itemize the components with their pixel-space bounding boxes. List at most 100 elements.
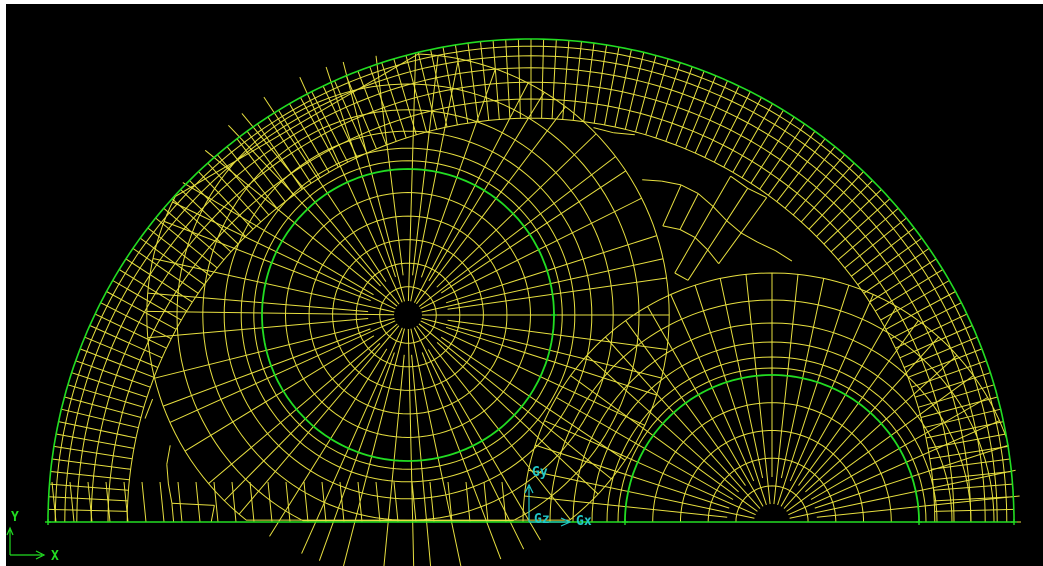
x-arrow-icon (35, 550, 46, 560)
mesh-hole1-inner-ring (308, 215, 508, 415)
mesh-outer-radial (541, 39, 545, 119)
mesh-hole1-spoke (224, 343, 381, 502)
mesh-outer-radial (911, 360, 987, 388)
mesh-outer-radial (405, 55, 427, 133)
mesh-free-edge (718, 232, 742, 264)
mesh-canvas[interactable]: Gy Gz Gx Y X (6, 4, 1043, 566)
mesh-outer-radial (48, 508, 128, 512)
mesh-outer-radial (236, 138, 286, 202)
mesh-elements (48, 39, 1021, 566)
mesh-hole2-spoke (605, 336, 761, 509)
mesh-outer-ring (90, 81, 972, 523)
mesh-outer-radial (732, 103, 773, 173)
mesh-free-edge (740, 197, 768, 234)
mesh-outer-radial (147, 227, 211, 277)
mesh-outer-radial (931, 458, 1010, 470)
mesh-outer-radial (741, 109, 784, 178)
hole1-edge (261, 168, 555, 462)
mesh-base-column (87, 481, 93, 523)
mesh-base-column (411, 481, 417, 523)
mesh-hole2-spoke (570, 375, 758, 512)
mesh-outer-radial (918, 384, 995, 408)
mesh-outer-radial (614, 49, 632, 128)
mesh-hole1-spoke (413, 82, 529, 303)
mesh-hole1-spoke (421, 352, 502, 560)
mesh-hole2-spoke (694, 285, 767, 506)
mesh-hole1-inner-ring (284, 191, 531, 439)
mesh-outer-radial (393, 58, 417, 135)
mesh-outer-radial (417, 52, 438, 130)
mesh-hole2-spoke (528, 469, 755, 519)
mesh-outer-radial (830, 198, 891, 253)
mesh-hole1-spoke (445, 326, 657, 396)
mesh-outer-radial (53, 445, 133, 460)
mesh-hole1-spoke (411, 354, 432, 566)
mesh-base-column (285, 481, 291, 523)
mesh-outer-radial (844, 217, 907, 269)
mesh-outer-radial (920, 396, 998, 418)
mesh-hole1-outer-ring (176, 83, 640, 522)
mesh-outer-radial (759, 123, 806, 190)
mesh-outer-radial (106, 291, 177, 330)
mesh-free-edge (712, 206, 728, 222)
mesh-base-column (429, 481, 435, 523)
mesh-outer-radial (704, 85, 740, 158)
mesh-hole1-spoke (418, 156, 616, 307)
mesh-outer-radial (665, 66, 693, 142)
mesh-outer-radial (851, 227, 915, 277)
mesh-hole1-spoke (427, 349, 541, 541)
mesh-hole2-spoke (783, 336, 939, 509)
mesh-hole2-spoke (786, 375, 974, 512)
mesh-base-column (51, 481, 57, 523)
mesh-outer-radial (311, 91, 349, 163)
mesh-outer-radial (593, 44, 608, 124)
mesh-outer-radial (767, 130, 816, 196)
mesh-outer-radial (929, 445, 1009, 460)
mesh-outer-radial (369, 66, 397, 142)
mesh-base-column (213, 481, 219, 523)
mesh-base-column (447, 481, 453, 523)
mesh-outer-radial (869, 258, 937, 303)
mesh-free-edge (726, 220, 742, 234)
mesh-outer-radial (875, 269, 944, 312)
mesh-hole1-spoke (146, 310, 395, 316)
gy-arrow-icon (524, 483, 534, 494)
mesh-outer-radial (923, 408, 1001, 429)
mesh-base-column (177, 481, 183, 523)
mesh-outer-radial (442, 47, 458, 126)
mesh-outer-radial (784, 146, 836, 209)
mesh-hole1-spoke (436, 342, 599, 495)
mesh-hole1-spoke (342, 61, 405, 302)
mesh-outer-radial (79, 348, 155, 378)
mesh-hole1-spoke (208, 323, 398, 484)
mesh-hole1-spoke (375, 55, 404, 276)
mesh-free-edge (775, 250, 793, 262)
mesh-outer-radial (71, 372, 148, 398)
mesh-base-column (141, 481, 147, 523)
mesh-hole1-spoke (301, 327, 403, 554)
mesh-outer-radial (155, 217, 218, 269)
mesh-hole2-spoke (777, 285, 850, 506)
mesh-outer-radial (381, 62, 407, 139)
mesh-free-edge (171, 503, 175, 523)
mesh-outer-radial (58, 421, 137, 439)
mesh-outer-radial (863, 247, 930, 294)
mesh-base-column (303, 481, 309, 523)
mesh-outer-radial (583, 43, 595, 122)
mesh-free-edge (593, 127, 614, 134)
mesh-hole1-spoke (147, 318, 369, 339)
mesh-outer-radial (132, 247, 199, 294)
mesh-base-column (321, 481, 327, 523)
mesh-base-column (339, 481, 345, 523)
mesh-outer-radial (52, 458, 131, 470)
mesh-base-column (465, 481, 471, 523)
mesh-hole1-spoke (410, 58, 459, 302)
mesh-outer-radial (800, 162, 855, 223)
mesh-outer-radial (934, 496, 1014, 502)
mesh-hole1-spoke (228, 124, 381, 287)
mesh-hole1-spoke (420, 197, 642, 310)
mesh-hole1-spoke (172, 201, 396, 310)
mesh-outer-radial (300, 97, 339, 168)
mesh-hole1-spoke (420, 68, 496, 278)
